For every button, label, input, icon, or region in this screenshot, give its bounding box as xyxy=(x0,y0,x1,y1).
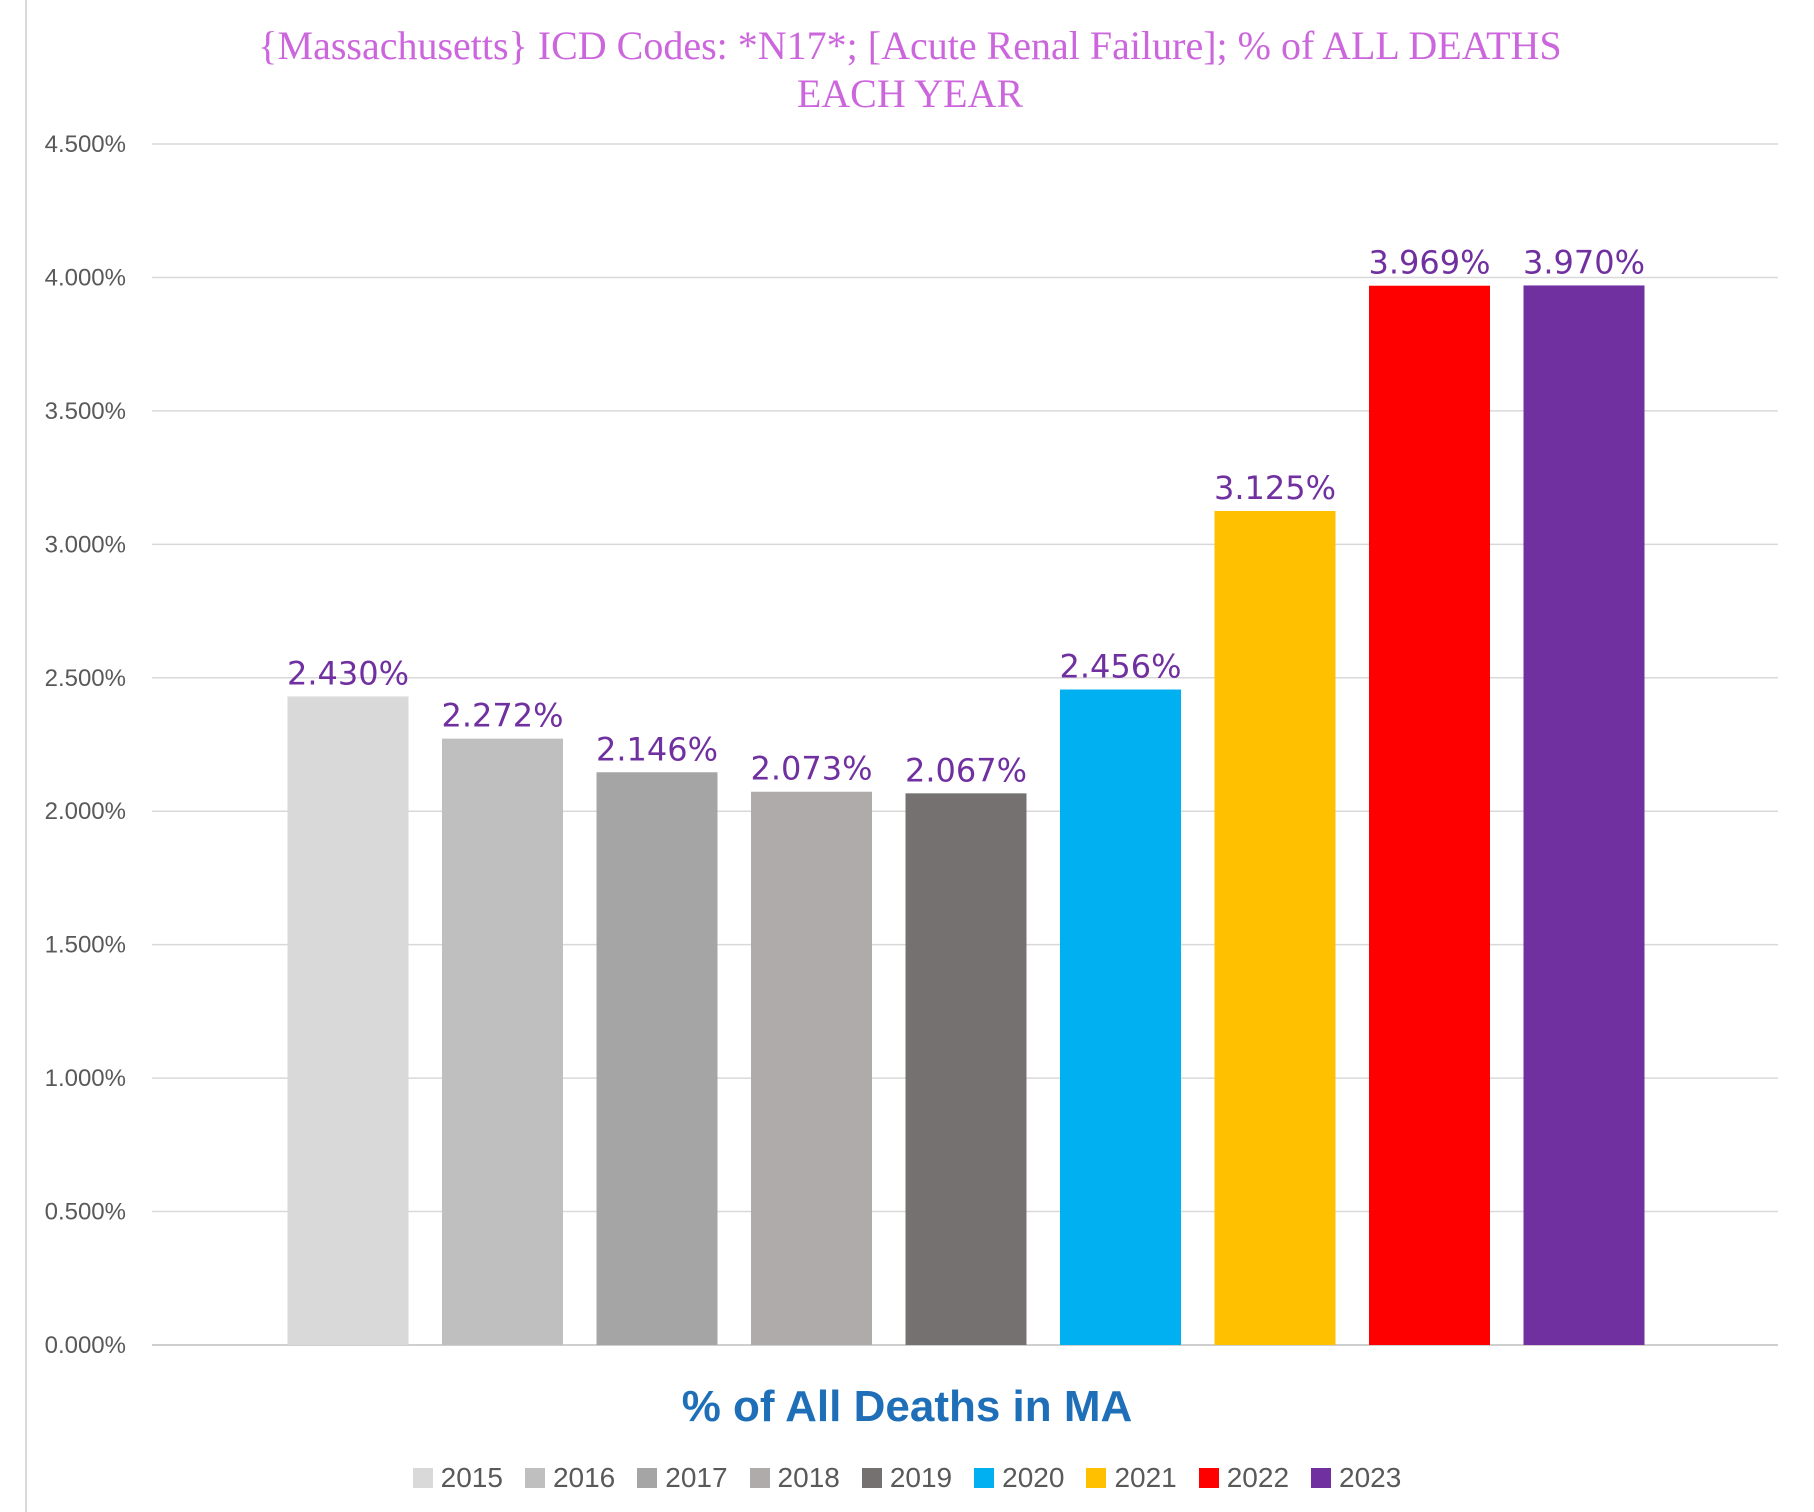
data-label-2019: 2.067% xyxy=(905,751,1027,789)
legend-swatch xyxy=(1086,1468,1107,1488)
legend-swatch xyxy=(1311,1468,1332,1488)
data-label-2022: 3.969% xyxy=(1368,244,1490,282)
y-tick-label: 4.000% xyxy=(45,264,126,291)
legend-item-2020: 2020 xyxy=(974,1462,1064,1494)
bar-2020 xyxy=(1060,689,1181,1345)
legend: 2015 2016 2017 2018 2019 2020 2021 2022 2023 xyxy=(0,1462,1814,1494)
bars xyxy=(287,285,1645,1345)
y-tick-label: 3.000% xyxy=(45,531,126,558)
chart-title: {Massachusetts} ICD Codes: *N17*; [Acute… xyxy=(210,22,1610,118)
bar-2018 xyxy=(751,791,872,1345)
bar-2023 xyxy=(1523,285,1645,1345)
y-axis-ticks: 0.000% 0.500% 1.000% 1.500% 2.000% 2.500% 3.00… xyxy=(45,131,126,1359)
data-label-2017: 2.146% xyxy=(596,730,718,768)
y-tick-label: 0.500% xyxy=(45,1199,126,1226)
legend-swatch xyxy=(861,1468,882,1488)
legend-label: 2015 xyxy=(440,1462,503,1493)
data-label-2020: 2.456% xyxy=(1059,648,1181,686)
y-tick-label: 2.000% xyxy=(45,798,126,825)
legend-item-2022: 2022 xyxy=(1198,1462,1290,1494)
legend-swatch xyxy=(1198,1468,1219,1488)
legend-swatch xyxy=(637,1468,658,1488)
legend-label: 2018 xyxy=(777,1462,840,1493)
chart-title-line-1: {Massachusetts} ICD Codes: *N17*; [Acute… xyxy=(258,23,1562,68)
y-tick-label: 0.000% xyxy=(45,1332,126,1359)
legend-label: 2019 xyxy=(889,1462,953,1493)
bar-2015 xyxy=(287,696,409,1345)
legend-label: 2017 xyxy=(665,1462,728,1493)
legend-label: 2022 xyxy=(1226,1462,1290,1493)
y-tick-label: 2.500% xyxy=(45,665,126,692)
legend-label: 2021 xyxy=(1114,1462,1177,1493)
legend-swatch xyxy=(974,1468,995,1488)
legend-swatch xyxy=(412,1468,433,1488)
y-tick-label: 4.500% xyxy=(45,131,126,158)
bar-2017 xyxy=(596,772,718,1345)
chart-title-line-2: EACH YEAR xyxy=(796,71,1024,116)
legend-item-2016: 2016 xyxy=(524,1462,616,1494)
data-label-2018: 2.073% xyxy=(750,750,872,788)
y-tick-label: 1.500% xyxy=(45,932,126,959)
legend-item-2015: 2015 xyxy=(412,1462,503,1494)
data-label-2023: 3.970% xyxy=(1523,243,1645,281)
legend-item-2021: 2021 xyxy=(1086,1462,1177,1494)
legend-item-2019: 2019 xyxy=(861,1462,953,1494)
bar-2019 xyxy=(905,793,1027,1345)
bar-2021 xyxy=(1214,510,1336,1345)
legend-item-2017: 2017 xyxy=(637,1462,728,1494)
bar-2022 xyxy=(1369,285,1490,1345)
data-labels: 2.430% 2.272% 2.146% 2.073% 2.067% 2.456% 3.12… xyxy=(287,243,1645,789)
legend-label: 2020 xyxy=(1002,1462,1065,1493)
legend-swatch xyxy=(524,1468,545,1488)
data-label-2021: 3.125% xyxy=(1214,469,1336,507)
y-tick-label: 1.000% xyxy=(45,1065,126,1092)
legend-label: 2016 xyxy=(552,1462,616,1493)
data-label-2015: 2.430% xyxy=(287,654,409,692)
bar-2016 xyxy=(442,738,563,1345)
data-label-2016: 2.272% xyxy=(441,697,563,735)
legend-item-2023: 2023 xyxy=(1311,1462,1401,1494)
legend-label: 2023 xyxy=(1339,1462,1402,1493)
x-axis-title: % of All Deaths in MA xyxy=(681,1382,1133,1431)
legend-swatch xyxy=(749,1468,770,1488)
legend-item-2018: 2018 xyxy=(749,1462,840,1494)
y-tick-label: 3.500% xyxy=(45,398,126,425)
